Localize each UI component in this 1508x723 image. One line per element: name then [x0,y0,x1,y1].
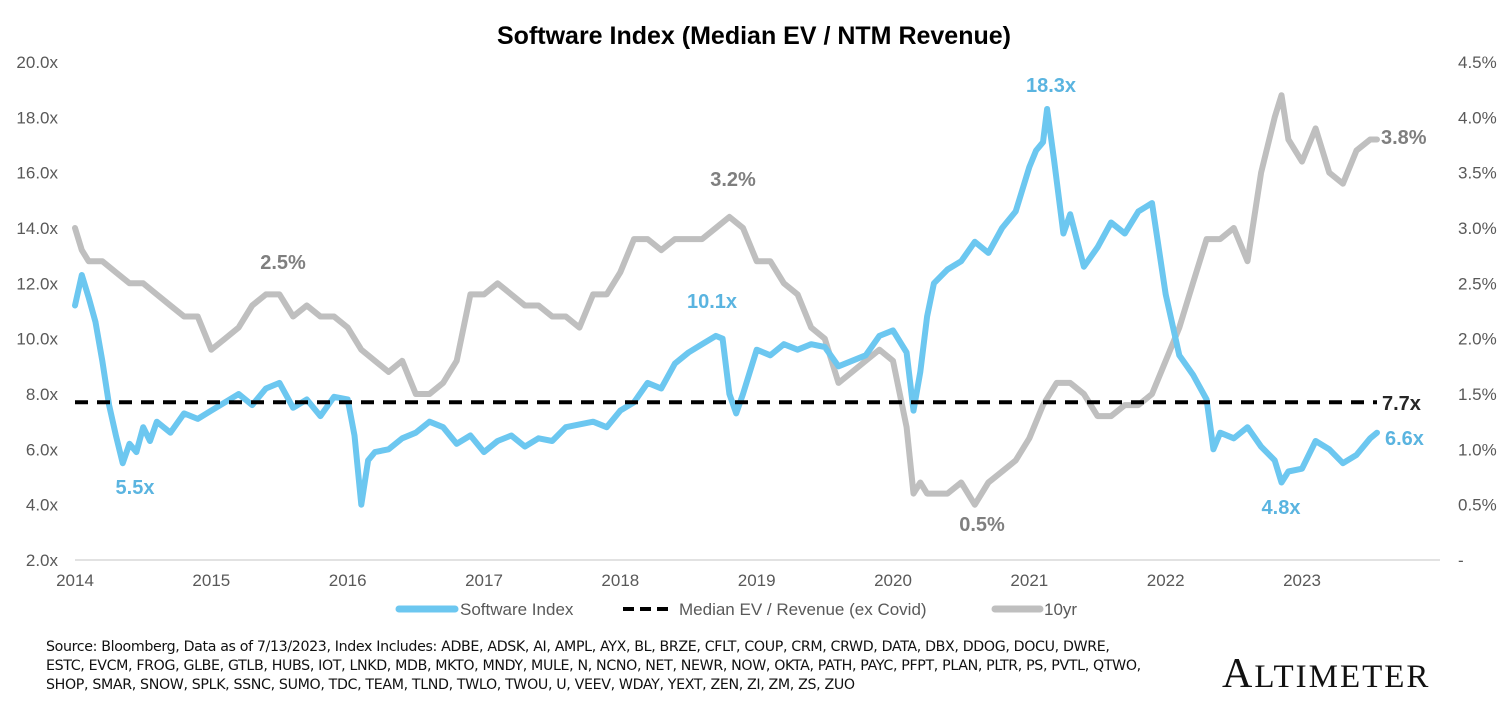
left-tick-label: 14.0x [16,219,58,238]
legend-label: 10yr [1044,600,1077,619]
right-tick-label: 1.5% [1458,385,1497,404]
annotation-label: 2.5% [260,252,306,274]
right-tick-label: 4.5% [1458,53,1497,72]
x-tick-label: 2021 [1010,571,1048,590]
annotation-label: 0.5% [959,514,1005,536]
left-tick-label: 18.0x [16,108,58,127]
legend: Software Index Median EV / Revenue (ex Co… [395,600,1077,619]
annotation-label: 7.7x [1382,393,1421,415]
annotations: 5.5x 10.1x 18.3x 4.8x 6.6x 7.7x 2.5% 3.2% 0.5% 3.… [116,75,1427,536]
source-note: Source: Bloomberg, Data as of 7/13/2023,… [46,639,1141,693]
left-tick-label: 20.0x [16,53,58,72]
altimeter-logo: ALTIMETER [1222,650,1430,698]
x-tick-label: 2015 [192,571,230,590]
chart-title: Software Index (Median EV / NTM Revenue) [497,22,1011,50]
right-tick-label: 0.5% [1458,496,1497,515]
series-10yr [72,92,1380,508]
left-tick-label: 12.0x [16,274,58,293]
x-tick-label: 2017 [465,571,503,590]
legend-label: Software Index [460,600,574,619]
right-tick-label: 2.0% [1458,330,1497,349]
right-tick-label: 4.0% [1458,108,1497,127]
right-tick-label: 3.0% [1458,219,1497,238]
legend-label: Median EV / Revenue (ex Covid) [679,600,927,619]
right-axis: 4.5% 4.0% 3.5% 3.0% 2.5% 2.0% 1.5% 1.0% 0.5% - [1458,53,1497,570]
x-tick-label: 2014 [56,571,94,590]
left-tick-label: 16.0x [16,164,58,183]
left-tick-label: 4.0x [26,496,59,515]
x-axis: 2014 2015 2016 2017 2018 2019 2020 2021 2022 2023 [56,571,1321,590]
right-tick-label: 2.5% [1458,274,1497,293]
left-axis: 20.0x 18.0x 16.0x 14.0x 12.0x 10.0x 8.0x 6.0x 4.… [16,53,58,570]
x-tick-label: 2016 [329,571,367,590]
x-tick-label: 2018 [601,571,639,590]
x-tick-label: 2019 [738,571,776,590]
x-tick-label: 2023 [1283,571,1321,590]
annotation-label: 3.8% [1381,127,1427,149]
left-tick-label: 10.0x [16,330,58,349]
annotation-label: 3.2% [710,169,756,191]
annotation-label: 10.1x [687,291,737,313]
left-tick-label: 6.0x [26,440,59,459]
logo-rest: LTIMETER [1254,659,1431,695]
x-tick-label: 2022 [1147,571,1185,590]
annotation-label: 18.3x [1026,75,1076,97]
annotation-label: 4.8x [1262,497,1301,519]
right-tick-label: 3.5% [1458,164,1497,183]
left-tick-label: 8.0x [26,385,59,404]
right-tick-label: - [1458,551,1464,570]
annotation-label: 6.6x [1385,428,1424,450]
logo-initial: A [1222,651,1255,697]
series-software-index [72,106,1380,508]
x-tick-label: 2020 [874,571,912,590]
series-layer [72,92,1380,508]
left-tick-label: 2.0x [26,551,59,570]
annotation-label: 5.5x [116,477,155,499]
right-tick-label: 1.0% [1458,440,1497,459]
